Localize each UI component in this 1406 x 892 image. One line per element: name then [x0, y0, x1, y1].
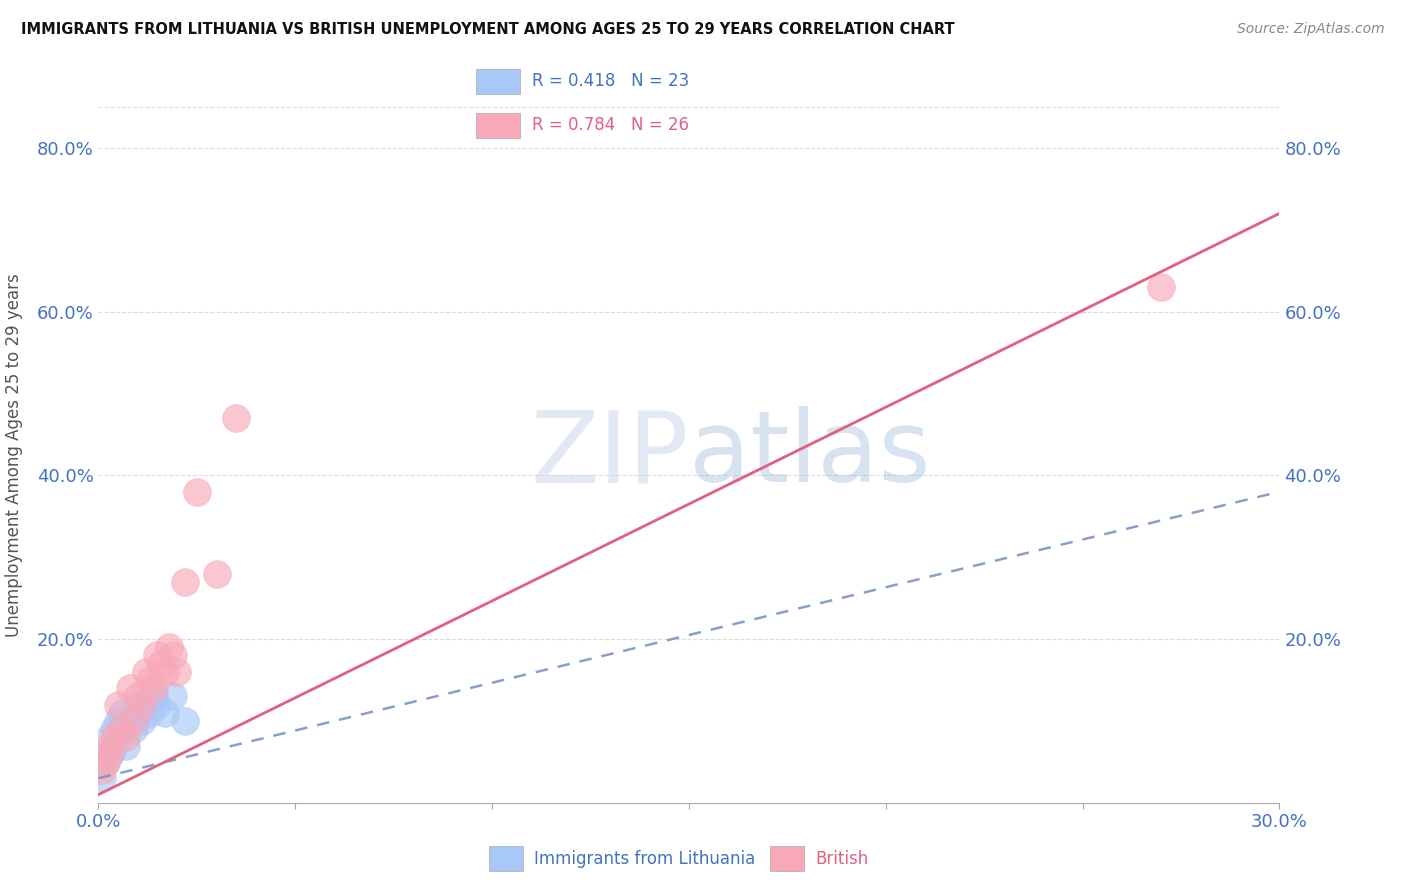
Point [107, 714, 129, 728]
Text: IMMIGRANTS FROM LITHUANIA VS BRITISH UNEMPLOYMENT AMONG AGES 25 TO 29 YEARS CORR: IMMIGRANTS FROM LITHUANIA VS BRITISH UNE… [21, 22, 955, 37]
Point [127, 706, 149, 720]
Point [91, 763, 114, 777]
Text: Immigrants from Lithuania: Immigrants from Lithuania [534, 849, 755, 868]
Y-axis label: Unemployment Among Ages 25 to 29 years: Unemployment Among Ages 25 to 29 years [4, 273, 22, 637]
Point [166, 665, 188, 679]
Point [107, 731, 129, 745]
Point [118, 714, 141, 728]
Point [96, 755, 118, 769]
Point [186, 484, 208, 499]
Point [131, 698, 153, 712]
Point [118, 681, 141, 696]
Text: Source: ZipAtlas.com: Source: ZipAtlas.com [1237, 22, 1385, 37]
Point [103, 731, 125, 745]
Point [135, 698, 157, 712]
Point [155, 665, 177, 679]
Point [225, 411, 247, 425]
Text: British: British [815, 849, 869, 868]
Point [98, 731, 121, 745]
Point [174, 574, 197, 589]
Point [142, 690, 165, 704]
Point [138, 673, 160, 687]
Point [146, 648, 169, 663]
Point [111, 706, 134, 720]
Point [98, 747, 121, 761]
Point [96, 755, 118, 769]
Point [138, 706, 160, 720]
Point [103, 739, 125, 753]
Bar [477, 113, 520, 138]
Point [127, 698, 149, 712]
Point [103, 722, 125, 736]
Point [131, 714, 153, 728]
Point [98, 739, 121, 753]
Point [174, 714, 197, 728]
Text: ZIP: ZIP [530, 407, 689, 503]
Point [155, 706, 177, 720]
Point [127, 690, 149, 704]
Point [150, 657, 173, 671]
Text: R = 0.784   N = 26: R = 0.784 N = 26 [531, 116, 689, 134]
Point [91, 771, 114, 785]
Bar [770, 847, 804, 871]
Point [157, 640, 180, 655]
Point [107, 698, 129, 712]
Point [122, 714, 145, 728]
Point [146, 698, 169, 712]
Point [135, 665, 157, 679]
Point [1150, 280, 1173, 294]
Text: R = 0.418   N = 23: R = 0.418 N = 23 [531, 72, 689, 90]
Bar [477, 69, 520, 94]
Point [115, 739, 138, 753]
Point [205, 566, 228, 581]
Text: atlas: atlas [689, 407, 931, 503]
Point [111, 722, 134, 736]
Point [111, 722, 134, 736]
Point [115, 731, 138, 745]
Point [98, 747, 121, 761]
Point [162, 648, 184, 663]
Point [122, 722, 145, 736]
Point [142, 681, 165, 696]
Bar [489, 847, 523, 871]
Point [162, 690, 184, 704]
